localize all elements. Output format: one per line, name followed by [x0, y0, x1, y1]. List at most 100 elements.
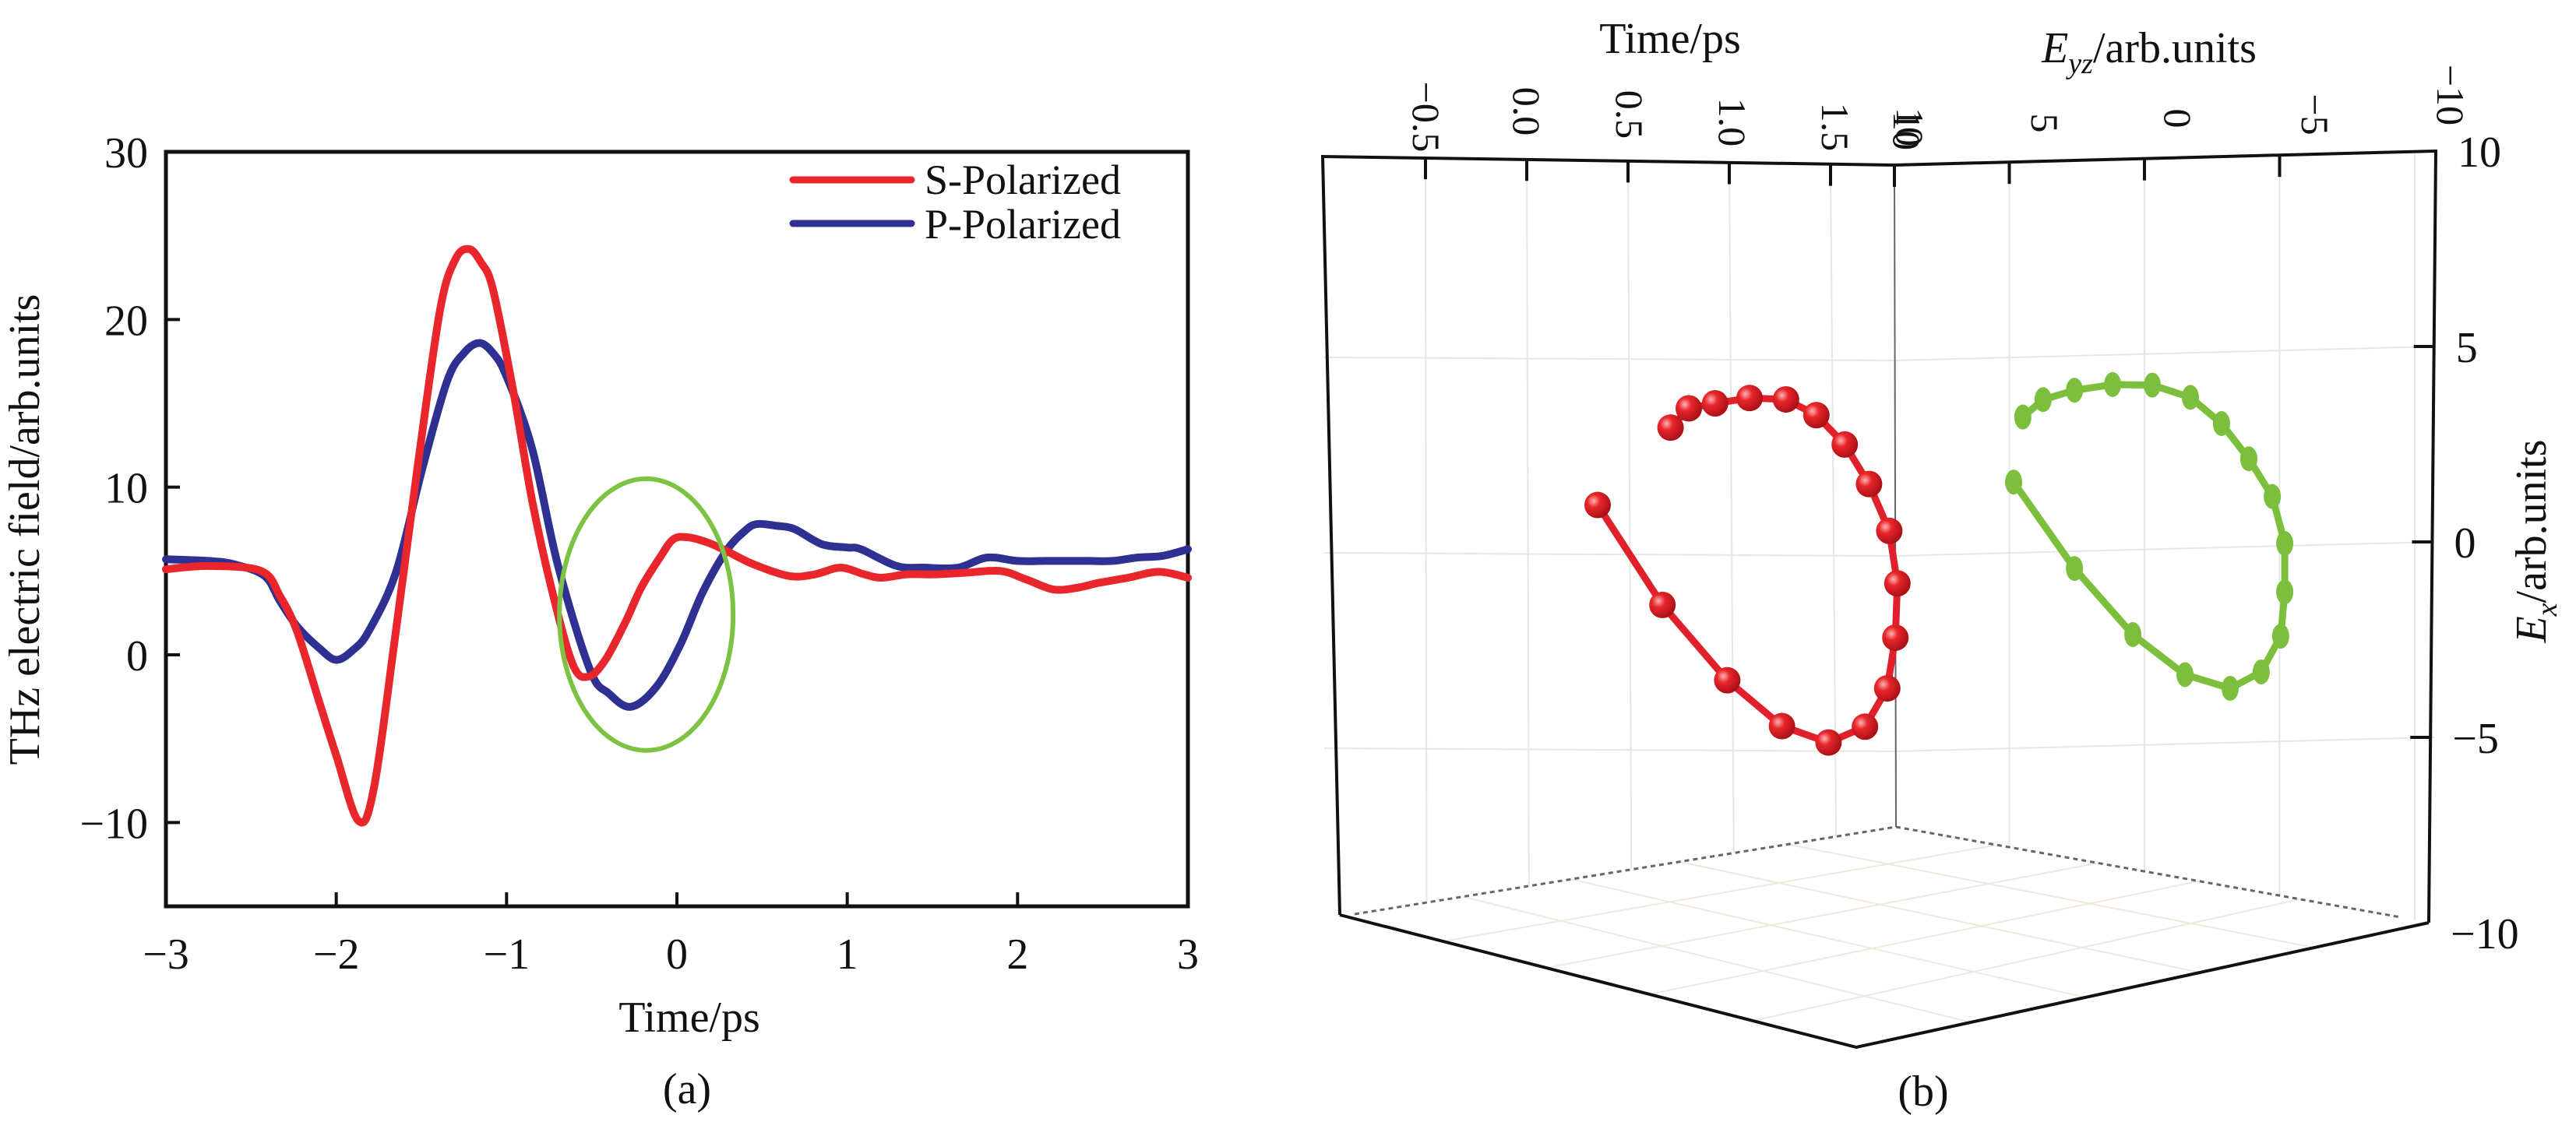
box-left-face-outline	[1320, 154, 1895, 916]
eyz-tick-label: −10	[2429, 65, 2472, 125]
floor-back-right-edge	[1895, 825, 2402, 919]
spiral-point-green	[2124, 622, 2142, 648]
spiral-point-green	[2181, 385, 2199, 410]
spiral-point-green	[2239, 446, 2257, 472]
time-tick-label: 1.5	[1813, 103, 1857, 152]
box-floor-front-edges	[1339, 913, 2430, 1050]
ex-tick-label: 10	[2458, 128, 2501, 177]
spiral-point-red	[1876, 517, 1903, 544]
plot-frame	[164, 149, 1190, 909]
spiral-point-green	[2066, 378, 2084, 403]
spiral-point-red	[1855, 470, 1883, 498]
spiral-point-green	[2176, 662, 2194, 688]
spiral-point-red	[1852, 713, 1879, 740]
spiral-point-green	[2014, 404, 2032, 430]
ex-axis-title: Ex/arb.units	[2507, 439, 2564, 643]
eyz-tick-label: 0	[2156, 109, 2200, 128]
x-tick-label: 3	[1177, 930, 1199, 979]
grid-line-vertical	[1627, 160, 1633, 870]
grid-line-horizontal	[1323, 541, 2435, 557]
ex-axis-title-subscript: x	[2531, 603, 2564, 617]
time-tick-label: 10	[1885, 111, 1929, 150]
eyz-axis-title: Eyz/arb.units	[2041, 24, 2257, 80]
eyz-tick-label: −5	[2293, 93, 2337, 135]
panel-label-a: (a)	[663, 1065, 711, 1113]
time-tick-label: 1.0	[1711, 98, 1754, 147]
spiral-point-red	[1676, 395, 1702, 422]
legend: S-Polarized P-Polarized	[789, 157, 1121, 248]
floor-grid-line	[1462, 895, 1972, 1023]
floor-grid-line	[1443, 844, 1997, 942]
spiral-point-green	[2252, 659, 2270, 684]
time-tick-label: 0.0	[1505, 87, 1549, 136]
box-right-face-outline	[1894, 149, 2438, 923]
spiral-point-red	[1584, 491, 1611, 519]
x-tick-label: −3	[143, 930, 189, 979]
x-axis-ticks: −3 −2 −1 0 1 2 3	[143, 892, 1199, 979]
floor-grid-line	[1753, 898, 2300, 1022]
x-tick-label: 2	[1006, 930, 1028, 979]
ex-tick-label: −10	[2451, 910, 2519, 958]
legend-label-p-polarized: P-Polarized	[925, 201, 1121, 248]
y-tick-label: 10	[104, 465, 148, 513]
grid-line-horizontal	[1323, 737, 2435, 753]
y-tick-label: 20	[104, 297, 148, 345]
spiral-point-red	[1815, 729, 1842, 756]
spiral-point-red	[1736, 385, 1763, 412]
eyz-tick-label: 5	[2023, 114, 2067, 133]
spiral-point-green	[2276, 531, 2294, 557]
axis-ticks	[1424, 155, 2434, 739]
ex-axis-title-symbol: E	[2507, 616, 2556, 643]
panel-label-b: (b)	[1898, 1067, 1948, 1116]
grid-line-vertical	[1526, 159, 1530, 886]
time-tick-label: −0.5	[1404, 82, 1448, 153]
x-tick-label: 0	[666, 930, 688, 979]
eyz-axis-title-units: /arb.units	[2093, 24, 2257, 72]
series-line-p-polarized	[162, 339, 1192, 711]
y-axis-title: THz electric field/arb.units	[1, 294, 49, 765]
floor-grid-line	[1787, 843, 2315, 948]
spiral-point-green	[2005, 470, 2023, 495]
y-tick-label: 30	[104, 129, 148, 178]
spiral-point-green	[2271, 624, 2289, 649]
spiral-point-red	[1701, 389, 1728, 417]
grid-line-vertical	[1425, 157, 1428, 902]
floor-grid-line	[1570, 878, 2086, 998]
spiral-point-red	[1802, 402, 1830, 429]
spiral-point-red	[1873, 675, 1901, 702]
x-tick-label: −2	[313, 930, 360, 979]
spiral-point-red	[1649, 591, 1676, 618]
y-tick-label: 0	[126, 632, 148, 681]
box-back-vertical-edge	[1894, 164, 1897, 828]
spiral-point-red	[1772, 385, 1799, 413]
ex-tick-label: 5	[2456, 324, 2478, 372]
x-axis-title: Time/ps	[618, 994, 760, 1042]
y-axis-ticks: −10 0 10 20 30	[79, 129, 180, 848]
legend-label-s-polarized: S-Polarized	[925, 157, 1121, 203]
series-line-s-polarized	[162, 244, 1192, 827]
grid-line-vertical	[1830, 164, 1838, 838]
highlight-ellipse	[557, 476, 736, 753]
eyz-tick-label: 10	[1888, 107, 1932, 146]
spiral-point-red	[1884, 570, 1911, 597]
eyz-axis-title-symbol: E	[2041, 24, 2068, 72]
y-tick-label: −10	[79, 800, 148, 848]
spiral-point-green	[2212, 410, 2230, 436]
spiral-point-green	[2066, 556, 2084, 582]
x-tick-label: −1	[484, 930, 530, 979]
spiral-point-red	[1768, 712, 1795, 740]
x-tick-label: 1	[837, 930, 858, 979]
floor-grid-line	[1649, 880, 2200, 995]
floor-grid-line	[1679, 860, 2201, 973]
ex-tick-label: 0	[2454, 519, 2476, 568]
time-tick-label: 0.5	[1608, 90, 1651, 139]
spiral-series-group	[1584, 371, 2294, 756]
floor-back-left-edge	[1354, 825, 1897, 916]
spiral-point-red	[1882, 624, 1909, 651]
grid-line-horizontal	[1323, 346, 2435, 362]
spiral-point-green	[2221, 676, 2239, 702]
